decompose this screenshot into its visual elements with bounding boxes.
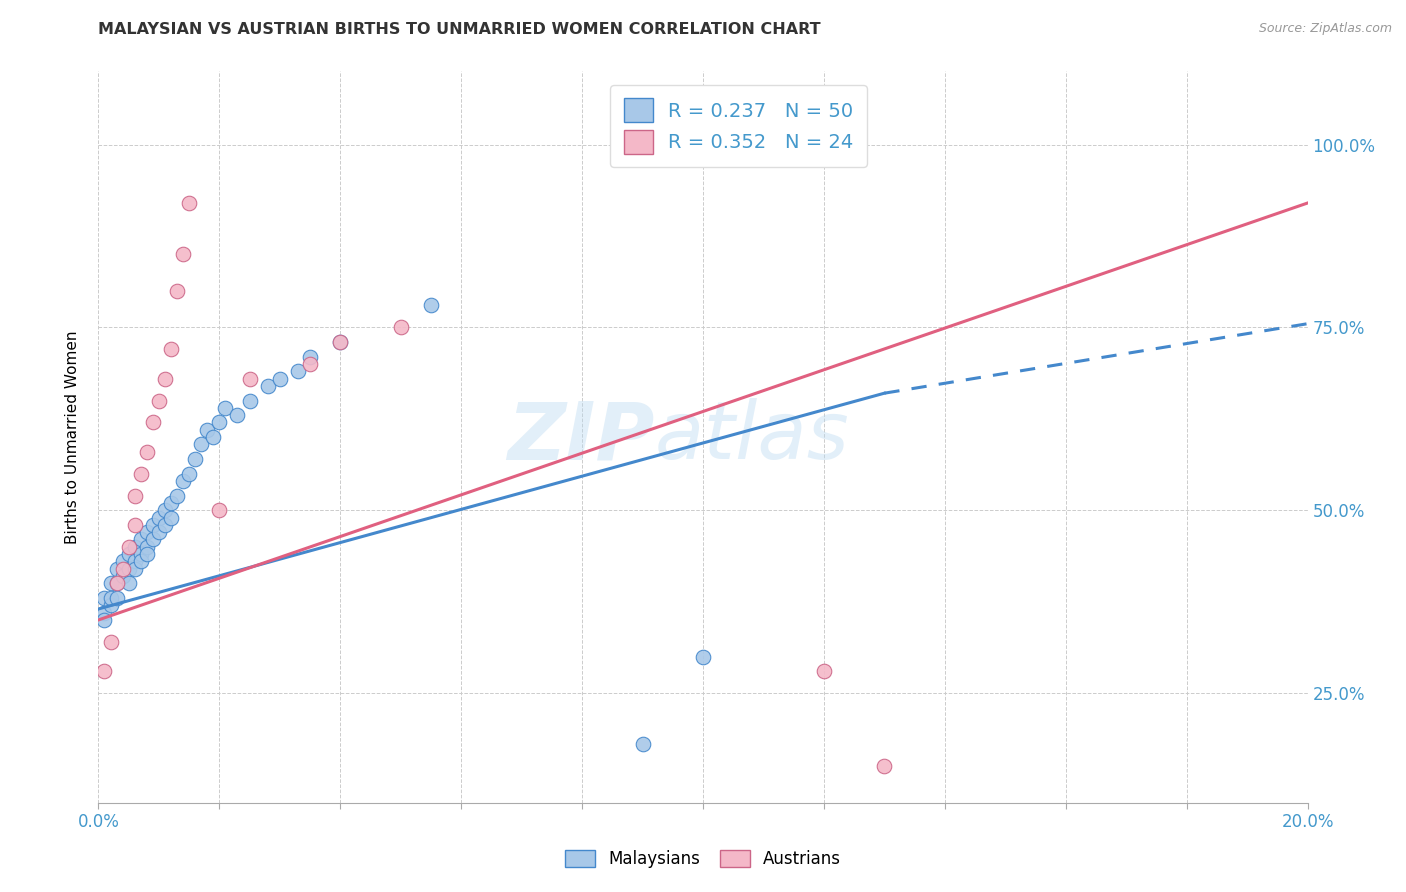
Point — [208, 503, 231, 517]
Point — [153, 503, 176, 517]
Point — [631, 737, 654, 751]
Point — [239, 393, 262, 408]
Point — [142, 533, 165, 547]
Point — [299, 350, 322, 364]
Point — [124, 540, 146, 554]
Legend: R = 0.237   N = 50, R = 0.352   N = 24: R = 0.237 N = 50, R = 0.352 N = 24 — [610, 85, 868, 167]
Point — [179, 196, 201, 211]
Point — [269, 371, 291, 385]
Text: atlas: atlas — [655, 398, 849, 476]
Point — [420, 298, 443, 312]
Point — [124, 517, 146, 532]
Point — [208, 416, 231, 430]
Point — [100, 576, 122, 591]
Point — [148, 510, 170, 524]
Point — [124, 562, 146, 576]
Point — [172, 247, 194, 261]
Point — [111, 562, 134, 576]
Point — [329, 334, 352, 349]
Point — [172, 474, 194, 488]
Point — [184, 452, 207, 467]
Point — [142, 517, 165, 532]
Point — [873, 759, 896, 773]
Point — [287, 364, 309, 378]
Point — [118, 547, 141, 561]
Point — [153, 371, 176, 385]
Point — [111, 554, 134, 568]
Point — [105, 562, 128, 576]
Point — [93, 613, 115, 627]
Point — [93, 606, 115, 620]
Point — [166, 284, 188, 298]
Point — [93, 664, 115, 678]
Point — [195, 423, 218, 437]
Point — [100, 635, 122, 649]
Text: MALAYSIAN VS AUSTRIAN BIRTHS TO UNMARRIED WOMEN CORRELATION CHART: MALAYSIAN VS AUSTRIAN BIRTHS TO UNMARRIE… — [98, 22, 821, 37]
Point — [135, 444, 157, 458]
Legend: Malaysians, Austrians: Malaysians, Austrians — [558, 843, 848, 875]
Point — [153, 517, 176, 532]
Point — [129, 547, 152, 561]
Point — [692, 649, 714, 664]
Point — [226, 408, 249, 422]
Y-axis label: Births to Unmarried Women: Births to Unmarried Women — [65, 330, 80, 544]
Point — [135, 525, 157, 540]
Point — [148, 393, 170, 408]
Point — [93, 591, 115, 605]
Point — [389, 320, 412, 334]
Point — [124, 554, 146, 568]
Point — [118, 540, 141, 554]
Text: Source: ZipAtlas.com: Source: ZipAtlas.com — [1258, 22, 1392, 36]
Point — [148, 525, 170, 540]
Point — [202, 430, 225, 444]
Point — [329, 334, 352, 349]
Point — [160, 496, 183, 510]
Point — [118, 562, 141, 576]
Point — [129, 554, 152, 568]
Point — [142, 416, 165, 430]
Point — [160, 343, 183, 357]
Point — [813, 664, 835, 678]
Point — [190, 437, 212, 451]
Point — [692, 137, 714, 152]
Point — [239, 371, 262, 385]
Point — [100, 591, 122, 605]
Point — [179, 467, 201, 481]
Point — [118, 576, 141, 591]
Point — [299, 357, 322, 371]
Point — [105, 576, 128, 591]
Point — [105, 591, 128, 605]
Point — [214, 401, 236, 415]
Point — [129, 467, 152, 481]
Point — [100, 599, 122, 613]
Text: ZIP: ZIP — [508, 398, 655, 476]
Point — [135, 547, 157, 561]
Point — [105, 576, 128, 591]
Point — [111, 569, 134, 583]
Point — [135, 540, 157, 554]
Point — [160, 510, 183, 524]
Point — [166, 489, 188, 503]
Point — [129, 533, 152, 547]
Point — [256, 379, 278, 393]
Point — [124, 489, 146, 503]
